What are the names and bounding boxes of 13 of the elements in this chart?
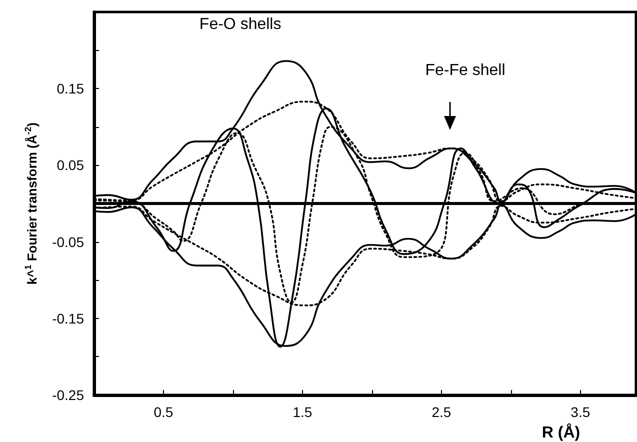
y-tick-label: -0.25 xyxy=(52,387,84,403)
y-tick-label: -0.15 xyxy=(52,310,84,326)
x-axis-title: R (Å) xyxy=(542,422,580,442)
y-axis-title: k^1 Fourier transform (Å-2) xyxy=(23,122,40,285)
annotation: Fe-Fe shell xyxy=(425,62,506,80)
annotation: Fe-O shells xyxy=(199,16,282,34)
y-tick-label: -0.05 xyxy=(52,234,84,250)
x-tick-label: 1.5 xyxy=(292,404,312,420)
x-tick-label: 0.5 xyxy=(154,404,174,420)
y-tick-label: 0.05 xyxy=(56,157,84,174)
x-tick-label: 3.5 xyxy=(570,404,590,420)
y-tick-label: 0.15 xyxy=(56,80,84,97)
x-tick-label: 2.5 xyxy=(432,404,452,420)
